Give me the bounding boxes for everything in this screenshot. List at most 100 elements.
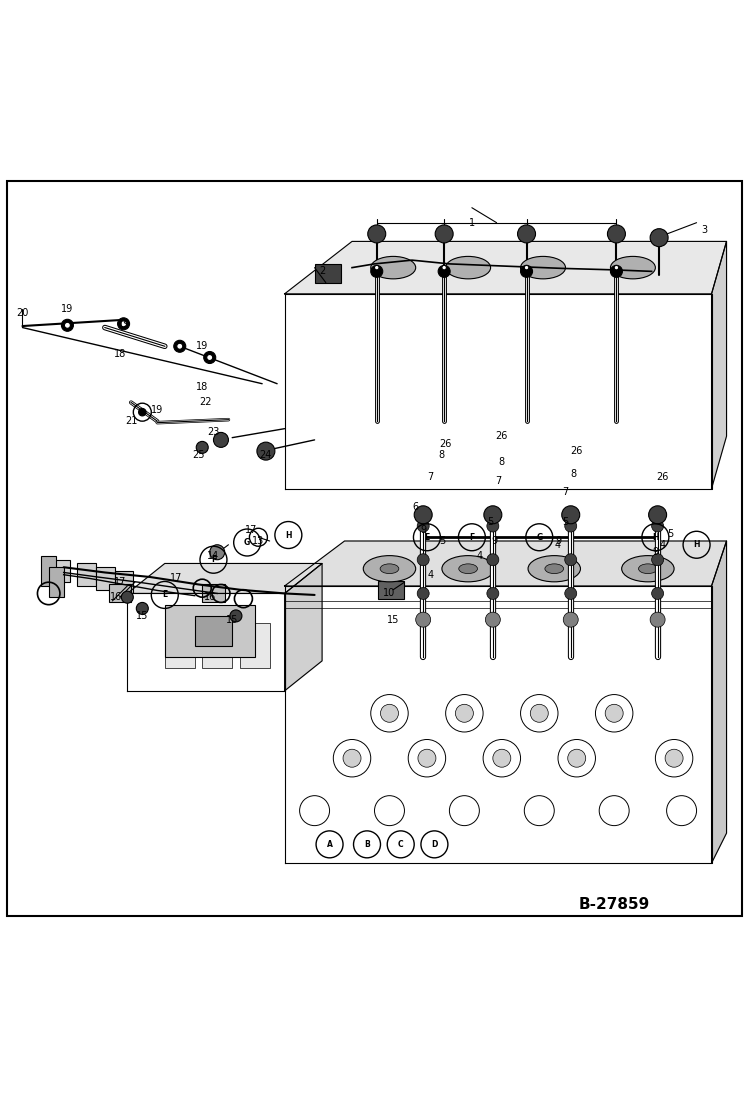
Circle shape bbox=[416, 612, 431, 627]
Text: 5: 5 bbox=[562, 518, 568, 528]
Text: H: H bbox=[285, 531, 291, 540]
Circle shape bbox=[524, 265, 529, 270]
Text: F: F bbox=[210, 555, 216, 564]
Circle shape bbox=[371, 265, 383, 278]
Circle shape bbox=[565, 554, 577, 566]
Circle shape bbox=[257, 442, 275, 460]
Ellipse shape bbox=[446, 257, 491, 279]
Text: 4: 4 bbox=[555, 540, 561, 550]
Circle shape bbox=[417, 554, 429, 566]
Text: 14: 14 bbox=[207, 551, 219, 561]
Text: 23: 23 bbox=[207, 428, 219, 438]
Polygon shape bbox=[127, 593, 285, 691]
Circle shape bbox=[614, 265, 619, 270]
Bar bbox=[240, 623, 270, 668]
Text: 8: 8 bbox=[499, 457, 505, 467]
Text: E: E bbox=[162, 590, 168, 599]
Bar bbox=[202, 584, 225, 602]
Text: 17: 17 bbox=[114, 577, 126, 587]
Circle shape bbox=[64, 323, 70, 328]
Circle shape bbox=[121, 320, 127, 327]
Text: 5: 5 bbox=[488, 518, 494, 528]
Text: B-27859: B-27859 bbox=[578, 896, 650, 912]
Text: 19: 19 bbox=[196, 341, 208, 351]
Bar bbox=[115, 570, 133, 593]
Circle shape bbox=[649, 506, 667, 523]
Text: 19: 19 bbox=[61, 304, 73, 314]
Circle shape bbox=[204, 351, 216, 363]
Text: 9: 9 bbox=[652, 547, 658, 557]
Ellipse shape bbox=[528, 555, 580, 581]
Text: 20: 20 bbox=[16, 307, 28, 317]
Circle shape bbox=[565, 520, 577, 532]
Circle shape bbox=[652, 520, 664, 532]
Text: E: E bbox=[424, 533, 430, 542]
Circle shape bbox=[455, 704, 473, 722]
Text: F: F bbox=[469, 533, 475, 542]
Ellipse shape bbox=[521, 257, 565, 279]
Circle shape bbox=[610, 265, 622, 278]
Circle shape bbox=[121, 591, 133, 603]
Circle shape bbox=[487, 520, 499, 532]
Circle shape bbox=[652, 554, 664, 566]
Circle shape bbox=[207, 354, 213, 361]
Text: 3: 3 bbox=[701, 225, 707, 235]
Circle shape bbox=[61, 319, 73, 331]
Text: 19: 19 bbox=[151, 405, 163, 415]
Text: A: A bbox=[327, 840, 333, 849]
Circle shape bbox=[213, 432, 228, 448]
Circle shape bbox=[652, 588, 664, 599]
Bar bbox=[77, 564, 96, 586]
Polygon shape bbox=[285, 294, 712, 488]
Ellipse shape bbox=[371, 257, 416, 279]
Text: 5: 5 bbox=[439, 536, 445, 546]
Text: 16: 16 bbox=[204, 592, 216, 602]
Text: 18: 18 bbox=[114, 349, 126, 359]
Text: 17: 17 bbox=[245, 524, 257, 534]
Polygon shape bbox=[285, 586, 712, 863]
Circle shape bbox=[665, 749, 683, 767]
Bar bbox=[378, 580, 404, 599]
Text: 15: 15 bbox=[136, 611, 148, 621]
Circle shape bbox=[174, 340, 186, 352]
Circle shape bbox=[118, 318, 130, 330]
Circle shape bbox=[177, 343, 183, 349]
Circle shape bbox=[417, 520, 429, 532]
Ellipse shape bbox=[458, 564, 478, 574]
Bar bbox=[165, 604, 255, 657]
Polygon shape bbox=[712, 541, 727, 863]
Ellipse shape bbox=[638, 564, 658, 574]
Circle shape bbox=[650, 612, 665, 627]
Text: 15: 15 bbox=[226, 614, 238, 624]
Ellipse shape bbox=[380, 564, 398, 574]
Text: 18: 18 bbox=[196, 383, 208, 393]
Text: 22: 22 bbox=[200, 397, 212, 407]
Text: 7: 7 bbox=[428, 473, 434, 483]
Circle shape bbox=[485, 612, 500, 627]
Text: 4: 4 bbox=[428, 569, 434, 579]
Text: 9: 9 bbox=[555, 536, 561, 546]
Text: 7: 7 bbox=[495, 476, 501, 486]
Bar bbox=[51, 559, 70, 583]
Text: 5: 5 bbox=[667, 529, 673, 539]
Circle shape bbox=[414, 506, 432, 523]
Circle shape bbox=[343, 749, 361, 767]
Text: 10: 10 bbox=[383, 588, 395, 599]
Text: C: C bbox=[398, 840, 404, 849]
Text: 17: 17 bbox=[170, 574, 182, 584]
Circle shape bbox=[374, 265, 379, 270]
Ellipse shape bbox=[622, 555, 674, 581]
Text: H: H bbox=[652, 533, 658, 542]
Text: 15: 15 bbox=[387, 614, 399, 624]
Circle shape bbox=[487, 588, 499, 599]
Bar bbox=[315, 264, 341, 283]
Circle shape bbox=[605, 704, 623, 722]
Polygon shape bbox=[285, 564, 322, 691]
Circle shape bbox=[442, 265, 446, 270]
Bar bbox=[202, 623, 232, 668]
Circle shape bbox=[568, 749, 586, 767]
Text: 6: 6 bbox=[413, 502, 419, 512]
Polygon shape bbox=[285, 541, 727, 586]
Text: 19: 19 bbox=[118, 319, 130, 329]
Ellipse shape bbox=[442, 555, 494, 581]
